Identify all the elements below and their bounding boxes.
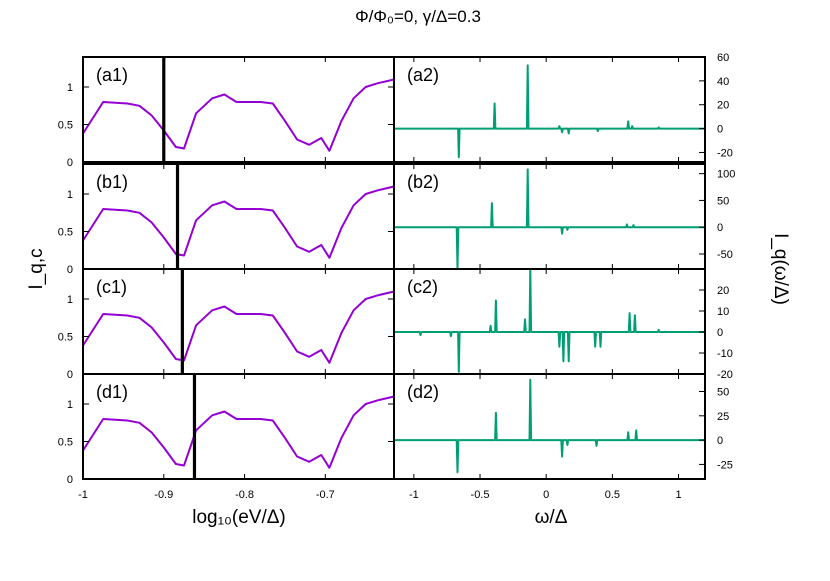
panel-label-d2: (d2) bbox=[407, 382, 439, 402]
panel-a2: -20 0 20 40 60 (a2) bbox=[393, 52, 733, 163]
series-line-b2 bbox=[394, 168, 705, 270]
panel-c1: 0 0.5 1 (c1) bbox=[58, 268, 395, 381]
panel-b1: 0 0.5 1 (b1) bbox=[58, 163, 395, 276]
y-tick-label: 0 bbox=[717, 222, 723, 234]
y-tick-label: 10 bbox=[717, 306, 729, 318]
y-tick-label: 0 bbox=[717, 124, 723, 136]
panel-label-c2: (c2) bbox=[407, 277, 438, 297]
y-tick-label: 1 bbox=[67, 294, 73, 306]
x-tick-label: 0 bbox=[543, 489, 549, 501]
y-tick-label: -10 bbox=[717, 348, 733, 360]
x-tick-label: 1 bbox=[675, 489, 681, 501]
y-tick-label: 0 bbox=[67, 157, 73, 169]
y-tick-label: -25 bbox=[717, 459, 733, 471]
plot-frame-b2 bbox=[393, 163, 706, 270]
y-tick-label: 0 bbox=[67, 264, 73, 276]
left-y-axis-label: I_q,c bbox=[26, 248, 47, 289]
y-tick-label: 0.5 bbox=[58, 437, 73, 449]
series-line-d2 bbox=[394, 378, 705, 474]
panel-label-b1: (b1) bbox=[96, 172, 128, 192]
x-tick-label: -0.5 bbox=[471, 489, 490, 501]
panel-label-a1: (a1) bbox=[96, 65, 128, 85]
series-line-a2 bbox=[394, 64, 705, 159]
panel-c2: -20 -10 0 10 20 (c2) bbox=[393, 268, 733, 381]
series-line-a1 bbox=[82, 78, 395, 152]
x-tick-label: -1 bbox=[78, 489, 88, 501]
panel-d1: 0 0.5 1 -1 -0.9 -0.8 -0.7 (d1) bbox=[58, 373, 395, 501]
y-tick-label: 20 bbox=[717, 100, 729, 112]
panel-a1: 0 0.5 1 (a1) bbox=[58, 56, 395, 169]
y-tick-label: 1 bbox=[67, 189, 73, 201]
y-tick-label: 0.5 bbox=[58, 332, 73, 344]
series-line-c2 bbox=[394, 268, 705, 373]
series-line-b1 bbox=[82, 185, 395, 259]
plot-frame-c2 bbox=[393, 268, 706, 375]
panel-label-c1: (c1) bbox=[96, 277, 127, 297]
series-line-c1 bbox=[82, 290, 395, 364]
x-tick-label: -0.9 bbox=[154, 489, 173, 501]
right-y-axis-label: I_q(ω/Δ) bbox=[770, 233, 791, 305]
panels: 0 0.5 1 (a1) 0 0.5 1 (b1) 0 0.5 1 (c1) 0 0.5 1 -1 -0.9 -0… bbox=[58, 52, 736, 501]
y-tick-label: 1 bbox=[67, 82, 73, 94]
y-tick-label: 0.5 bbox=[58, 227, 73, 239]
panel-label-b2: (b2) bbox=[407, 172, 439, 192]
y-tick-label: 25 bbox=[717, 411, 729, 423]
x-tick-label: -0.7 bbox=[316, 489, 335, 501]
y-tick-label: 60 bbox=[717, 52, 729, 64]
figure-title: Φ/Φ₀=0, γ/Δ=0.3 bbox=[355, 7, 481, 26]
x-tick-label: -1 bbox=[409, 489, 419, 501]
y-tick-label: -20 bbox=[717, 147, 733, 159]
y-tick-label: 0 bbox=[717, 435, 723, 447]
y-tick-label: -50 bbox=[717, 249, 733, 261]
y-tick-label: 1 bbox=[67, 399, 73, 411]
y-tick-label: -20 bbox=[717, 369, 733, 381]
x-tick-label: 0.5 bbox=[605, 489, 620, 501]
y-tick-label: 100 bbox=[717, 169, 735, 181]
y-tick-label: 0 bbox=[67, 474, 73, 486]
panel-label-a2: (a2) bbox=[407, 65, 439, 85]
right-x-axis-label: ω/Δ bbox=[535, 507, 568, 528]
x-tick-label: -0.8 bbox=[235, 489, 254, 501]
y-tick-label: 50 bbox=[717, 195, 729, 207]
y-tick-label: 0.5 bbox=[58, 120, 73, 132]
panel-b2: -50 0 50 100 (b2) bbox=[393, 163, 735, 270]
panel-label-d1: (d1) bbox=[96, 382, 128, 402]
left-x-axis-label: log₁₀(eV/Δ) bbox=[192, 507, 286, 528]
panel-d2: -25 0 25 50 -1 -0.5 0 0.5 1 (d2) bbox=[393, 373, 733, 501]
series-line-d1 bbox=[82, 395, 395, 469]
plot-frame-a2 bbox=[393, 56, 706, 163]
y-tick-label: 20 bbox=[717, 285, 729, 297]
y-tick-label: 0 bbox=[717, 327, 723, 339]
y-tick-label: 50 bbox=[717, 387, 729, 399]
y-tick-label: 40 bbox=[717, 76, 729, 88]
plot-frame-d2 bbox=[393, 373, 706, 480]
y-tick-label: 0 bbox=[67, 369, 73, 381]
